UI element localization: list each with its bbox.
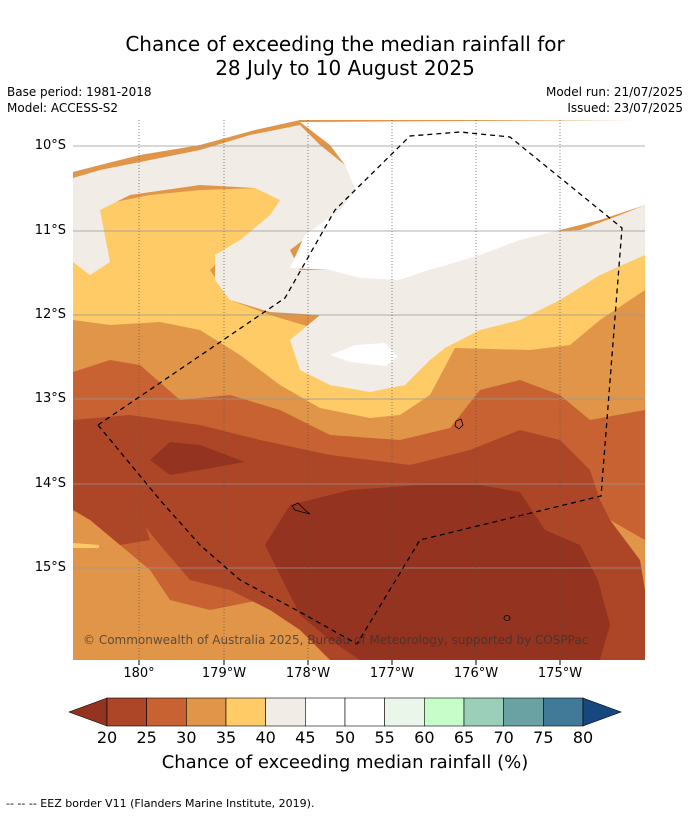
region-small-left [73, 543, 99, 548]
colorbar-swatch [543, 697, 584, 727]
colorbar-swatch [265, 697, 306, 727]
lat-label-13s: 13°S [34, 391, 66, 406]
lat-label-15s: 15°S [34, 560, 66, 575]
copyright-text: © Commonwealth of Australia 2025, Bureau… [83, 633, 589, 647]
lon-label-179w: 179°W [201, 666, 247, 681]
colorbar-tick-label: 45 [295, 728, 316, 747]
gridlines [73, 120, 645, 660]
colorbar [68, 697, 622, 727]
eez-border [97, 131, 623, 645]
lon-label-180: 180° [123, 666, 155, 681]
eez-border-legend: -- -- -- EEZ border V11 (Flanders Marine… [6, 797, 315, 810]
colorbar-under-triangle [68, 697, 108, 727]
lon-label-178w: 178°W [285, 666, 331, 681]
colorbar-tick-label: 20 [96, 728, 118, 747]
lat-label-12s: 12°S [34, 307, 66, 322]
colorbar-swatch [225, 697, 266, 727]
axis-ticks [138, 660, 561, 665]
colorbar-over-triangle [582, 697, 622, 727]
colorbar-swatch [344, 697, 385, 727]
island-outline [454, 418, 464, 430]
colorbar-swatch [186, 697, 227, 727]
colorbar-swatch [463, 697, 504, 727]
colorbar-tick-label: 50 [334, 728, 356, 747]
colorbar-tick-label: 25 [136, 728, 157, 747]
island-outline-2 [291, 502, 311, 515]
colorbar-swatch [424, 697, 465, 727]
colorbar-tick-label: 60 [414, 728, 435, 747]
lat-label-11s: 11°S [34, 223, 66, 238]
region-below-20 [265, 485, 610, 660]
colorbar-tick-label: 35 [215, 728, 237, 747]
model-text: Model: ACCESS-S2 [7, 101, 119, 115]
lon-label-176w: 176°W [453, 666, 499, 681]
colorbar-swatch [305, 697, 346, 727]
colorbar-swatch [106, 697, 147, 727]
lon-label-175w: 175°W [537, 666, 583, 681]
model-run-text: Model run: 21/07/2025 [545, 85, 683, 99]
lat-label-14s: 14°S [34, 476, 66, 491]
colorbar-swatch [503, 697, 544, 727]
map-title-line2: 28 July to 10 August 2025 [215, 56, 475, 80]
region-45-55-small [330, 343, 398, 366]
colorbar-tick-label: 70 [493, 728, 514, 747]
region-20-25-left [73, 470, 150, 545]
lat-label-10s: 10°S [34, 138, 66, 153]
colorbar-tick-label: 40 [255, 728, 276, 747]
colorbar-tick-label: 80 [572, 728, 594, 747]
colorbar-tick-label: 30 [176, 728, 197, 747]
colorbar-tick-label: 65 [453, 728, 475, 747]
issued-text: Issued: 23/07/2025 [567, 101, 683, 115]
island-outline-3 [503, 615, 511, 621]
colorbar-tick-label: 55 [374, 728, 395, 747]
region-35-40 [73, 188, 645, 418]
region-below-20-small [150, 442, 245, 475]
colorbar-tick-label: 75 [533, 728, 554, 747]
lon-label-177w: 177°W [369, 666, 415, 681]
map-title-line1: Chance of exceeding the median rainfall … [125, 32, 565, 56]
colorbar-swatch [146, 697, 187, 727]
base-period-text: Base period: 1981-2018 [7, 85, 152, 99]
region-45-55 [290, 120, 645, 280]
region-40-45 [73, 125, 645, 392]
colorbar-title: Chance of exceeding median rainfall (%) [161, 752, 529, 773]
colorbar-swatch [384, 697, 425, 727]
